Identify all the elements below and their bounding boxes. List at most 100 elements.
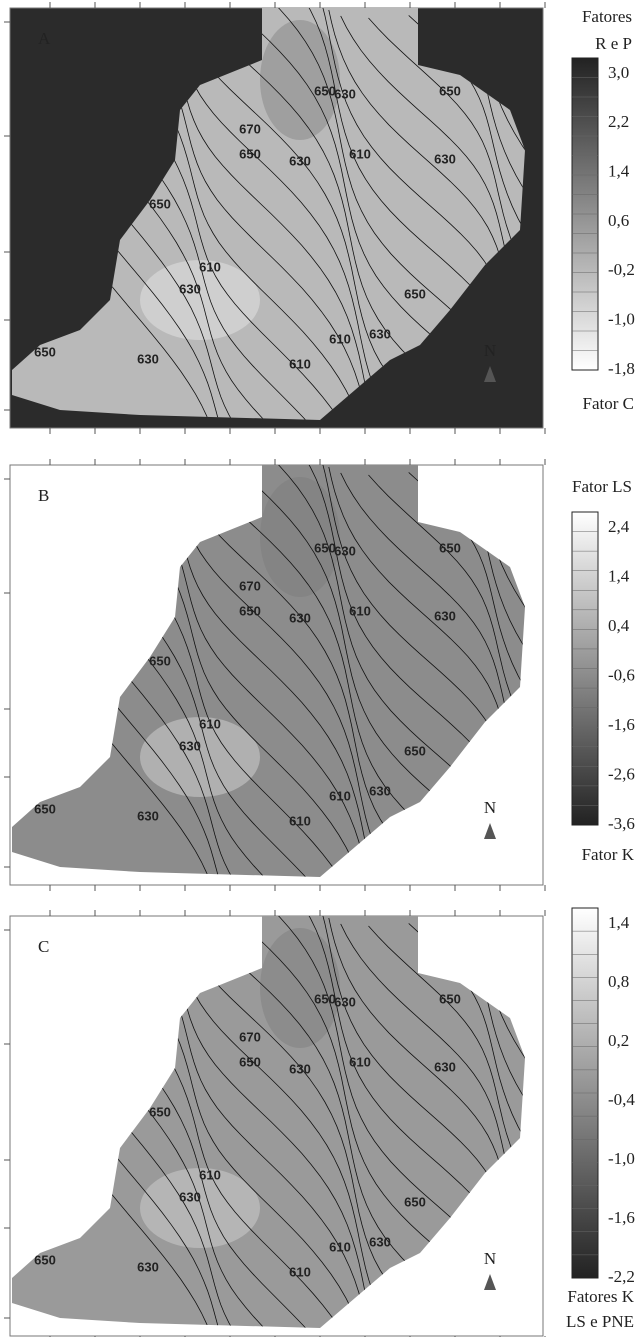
contour-label: 650: [34, 1252, 56, 1267]
watershed: [12, 8, 525, 420]
contour-label: 650: [314, 83, 336, 98]
scale-label: -0,4: [608, 1090, 635, 1109]
north-arrow: [484, 823, 496, 839]
scale-label: 0,8: [608, 972, 629, 991]
contour-label: 610: [349, 146, 371, 161]
contour-label: 630: [434, 1059, 456, 1074]
contour-line: [368, 925, 525, 1328]
contour-label: 630: [434, 608, 456, 623]
contour-label: 630: [289, 610, 311, 625]
contour-label: 610: [329, 1239, 351, 1254]
contour-label: 670: [239, 578, 261, 593]
contour-label: 650: [34, 801, 56, 816]
scale-label: -3,6: [608, 814, 635, 833]
contour-line: [368, 17, 525, 420]
shade: [260, 477, 340, 597]
watershed: [12, 916, 525, 1328]
scale-label: 1,4: [608, 913, 630, 932]
legend-title: Fatores: [582, 7, 632, 26]
contour-label: 630: [369, 1234, 391, 1249]
scale-label: 0,4: [608, 616, 630, 635]
panel-label: C: [38, 937, 49, 956]
contour-label: 630: [434, 151, 456, 166]
contour-line: [340, 15, 525, 420]
contour-label: 650: [149, 196, 171, 211]
legend-footer: Fator K: [582, 845, 635, 864]
contour-line: [368, 474, 525, 877]
contour-label: 610: [289, 1264, 311, 1279]
contour-line: [340, 923, 525, 1328]
panel-label: A: [38, 29, 51, 48]
contour-label: 630: [179, 1189, 201, 1204]
contour-label: 650: [239, 1054, 261, 1069]
panel-label: B: [38, 486, 49, 505]
contour-label: 630: [137, 351, 159, 366]
contour-label: 610: [329, 788, 351, 803]
scale-label: -1,6: [608, 715, 635, 734]
contour-label: 650: [149, 653, 171, 668]
contour-label: 610: [349, 603, 371, 618]
contour-label: 610: [289, 813, 311, 828]
scale-label: 2,2: [608, 112, 629, 131]
contour-label: 630: [137, 808, 159, 823]
scale-label: -2,2: [608, 1267, 635, 1286]
contour-label: 650: [239, 146, 261, 161]
shade: [140, 260, 260, 340]
north-label: N: [484, 798, 496, 817]
watershed: [12, 465, 525, 877]
north-label: N: [484, 341, 496, 360]
scale-label: -1,0: [608, 310, 635, 329]
contour-label: 630: [334, 543, 356, 558]
contour-line: [328, 9, 525, 420]
legend-title: Fator LS: [572, 477, 632, 496]
scale-label: -1,6: [608, 1208, 635, 1227]
contour-label: 630: [289, 1061, 311, 1076]
contour-label: 630: [369, 783, 391, 798]
map-panel: 650 630 650 670 650 610 630 650 630 610 630 650 630 6…: [4, 907, 635, 1337]
contour-line: [328, 917, 525, 1328]
contour-label: 610: [329, 331, 351, 346]
contour-label: 630: [179, 281, 201, 296]
scale-label: 1,4: [608, 566, 630, 585]
shade: [140, 717, 260, 797]
contour-label: 610: [199, 1167, 221, 1182]
contour-label: 650: [314, 540, 336, 555]
shade: [140, 1168, 260, 1248]
north-arrow: [484, 1274, 496, 1290]
scale-label: 0,2: [608, 1031, 629, 1050]
contour-label: 650: [439, 540, 461, 555]
contour-label: 630: [334, 86, 356, 101]
contour-label: 650: [404, 743, 426, 758]
contour-label: 630: [137, 1259, 159, 1274]
contour-label: 610: [289, 356, 311, 371]
contour-label: 650: [439, 991, 461, 1006]
scale-label: -2,6: [608, 764, 635, 783]
contour-line: [340, 472, 525, 877]
contour-label: 630: [179, 738, 201, 753]
contour-label: 650: [439, 83, 461, 98]
legend-footer: LS e PNE: [566, 1312, 634, 1331]
scale-label: 1,4: [608, 162, 630, 181]
scale-label: -0,6: [608, 665, 635, 684]
contour-label: 630: [334, 994, 356, 1009]
legend-footer: Fator C: [583, 394, 634, 413]
contour-label: 650: [239, 603, 261, 618]
contour-label: 610: [199, 259, 221, 274]
contour-label: 650: [149, 1104, 171, 1119]
contour-label: 650: [34, 344, 56, 359]
contour-label: 670: [239, 121, 261, 136]
contour-label: 610: [349, 1054, 371, 1069]
contour-line: [328, 466, 525, 877]
scale-label: -0,2: [608, 260, 635, 279]
scale-label: 3,0: [608, 63, 629, 82]
contour-label: 650: [404, 286, 426, 301]
legend-footer: Fatores K: [567, 1287, 634, 1306]
shade: [260, 928, 340, 1048]
contour-label: 650: [404, 1194, 426, 1209]
shade: [260, 20, 340, 140]
scale-label: -1,8: [608, 359, 635, 378]
contour-label: 670: [239, 1029, 261, 1044]
